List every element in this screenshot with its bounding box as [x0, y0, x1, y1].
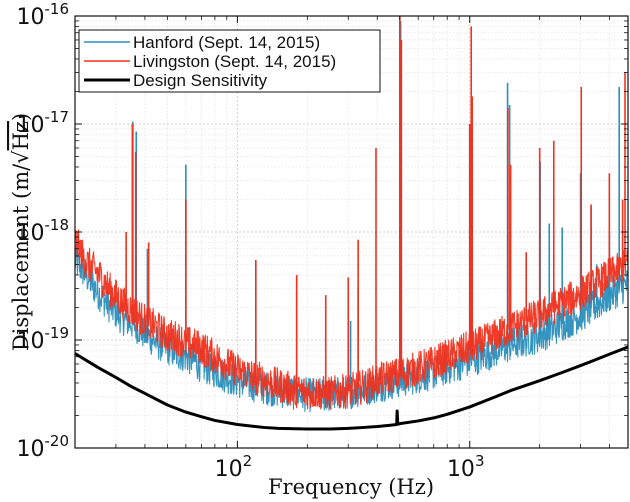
- y-axis-label-sqrt-arg: Hz: [9, 121, 33, 150]
- y-tick-label: 10-16: [17, 0, 70, 30]
- series-line: [74, 345, 629, 431]
- series-livingston-sept-14-2015: [74, 16, 629, 411]
- y-axis-label: Displacement (m/√Hz): [9, 113, 33, 351]
- series-line: [74, 229, 629, 411]
- svg-text:Displacement (m/√Hz): Displacement (m/√Hz): [9, 113, 33, 351]
- x-tick-label: 103: [447, 452, 485, 482]
- y-tick-label: 10-18: [17, 216, 70, 246]
- legend-label-hanford: Hanford (Sept. 14, 2015): [133, 33, 320, 52]
- axis-ticks: [75, 16, 628, 448]
- x-axis-label: Frequency (Hz): [268, 475, 434, 499]
- y-axis-label-close: ): [9, 113, 33, 121]
- y-tick-label: 10-20: [17, 432, 70, 462]
- legend-label-livingston: Livingston (Sept. 14, 2015): [133, 52, 336, 71]
- y-tick-label: 10-17: [17, 108, 70, 138]
- y-axis-label-sqrt-sign: √: [9, 150, 33, 164]
- y-tick-label: 10-19: [17, 324, 70, 354]
- legend-label-design-sensitivity: Design Sensitivity: [133, 71, 268, 90]
- series-design-sensitivity: [74, 345, 629, 431]
- axis-tick-labels: 102 103 10-20 10-19 10-18 10-17 10-16: [17, 0, 485, 482]
- legend: Hanford (Sept. 14, 2015) Livingston (Sep…: [78, 29, 381, 93]
- series-layer: [74, 16, 629, 431]
- y-axis-label-main: Displacement: [9, 199, 33, 351]
- y-axis-label-open: (m/: [9, 163, 33, 199]
- x-tick-label: 102: [215, 452, 253, 482]
